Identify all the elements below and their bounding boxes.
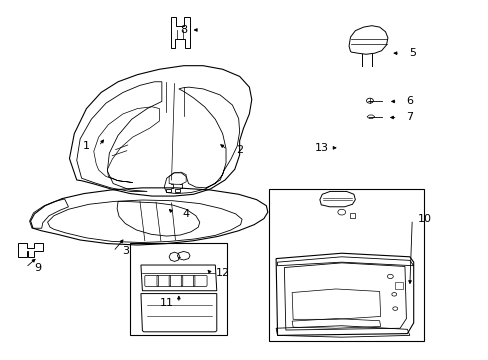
Text: 1: 1 <box>83 141 90 151</box>
Text: 10: 10 <box>417 214 430 224</box>
Text: 7: 7 <box>406 112 412 122</box>
Text: 2: 2 <box>236 145 243 155</box>
Text: 12: 12 <box>215 268 229 278</box>
Text: 9: 9 <box>34 262 41 273</box>
Text: 11: 11 <box>160 298 173 308</box>
Text: 3: 3 <box>122 247 129 256</box>
Text: 5: 5 <box>408 48 415 58</box>
Text: 8: 8 <box>180 25 187 35</box>
Text: 13: 13 <box>315 143 328 153</box>
Text: 6: 6 <box>406 96 412 107</box>
Text: 4: 4 <box>182 209 189 219</box>
